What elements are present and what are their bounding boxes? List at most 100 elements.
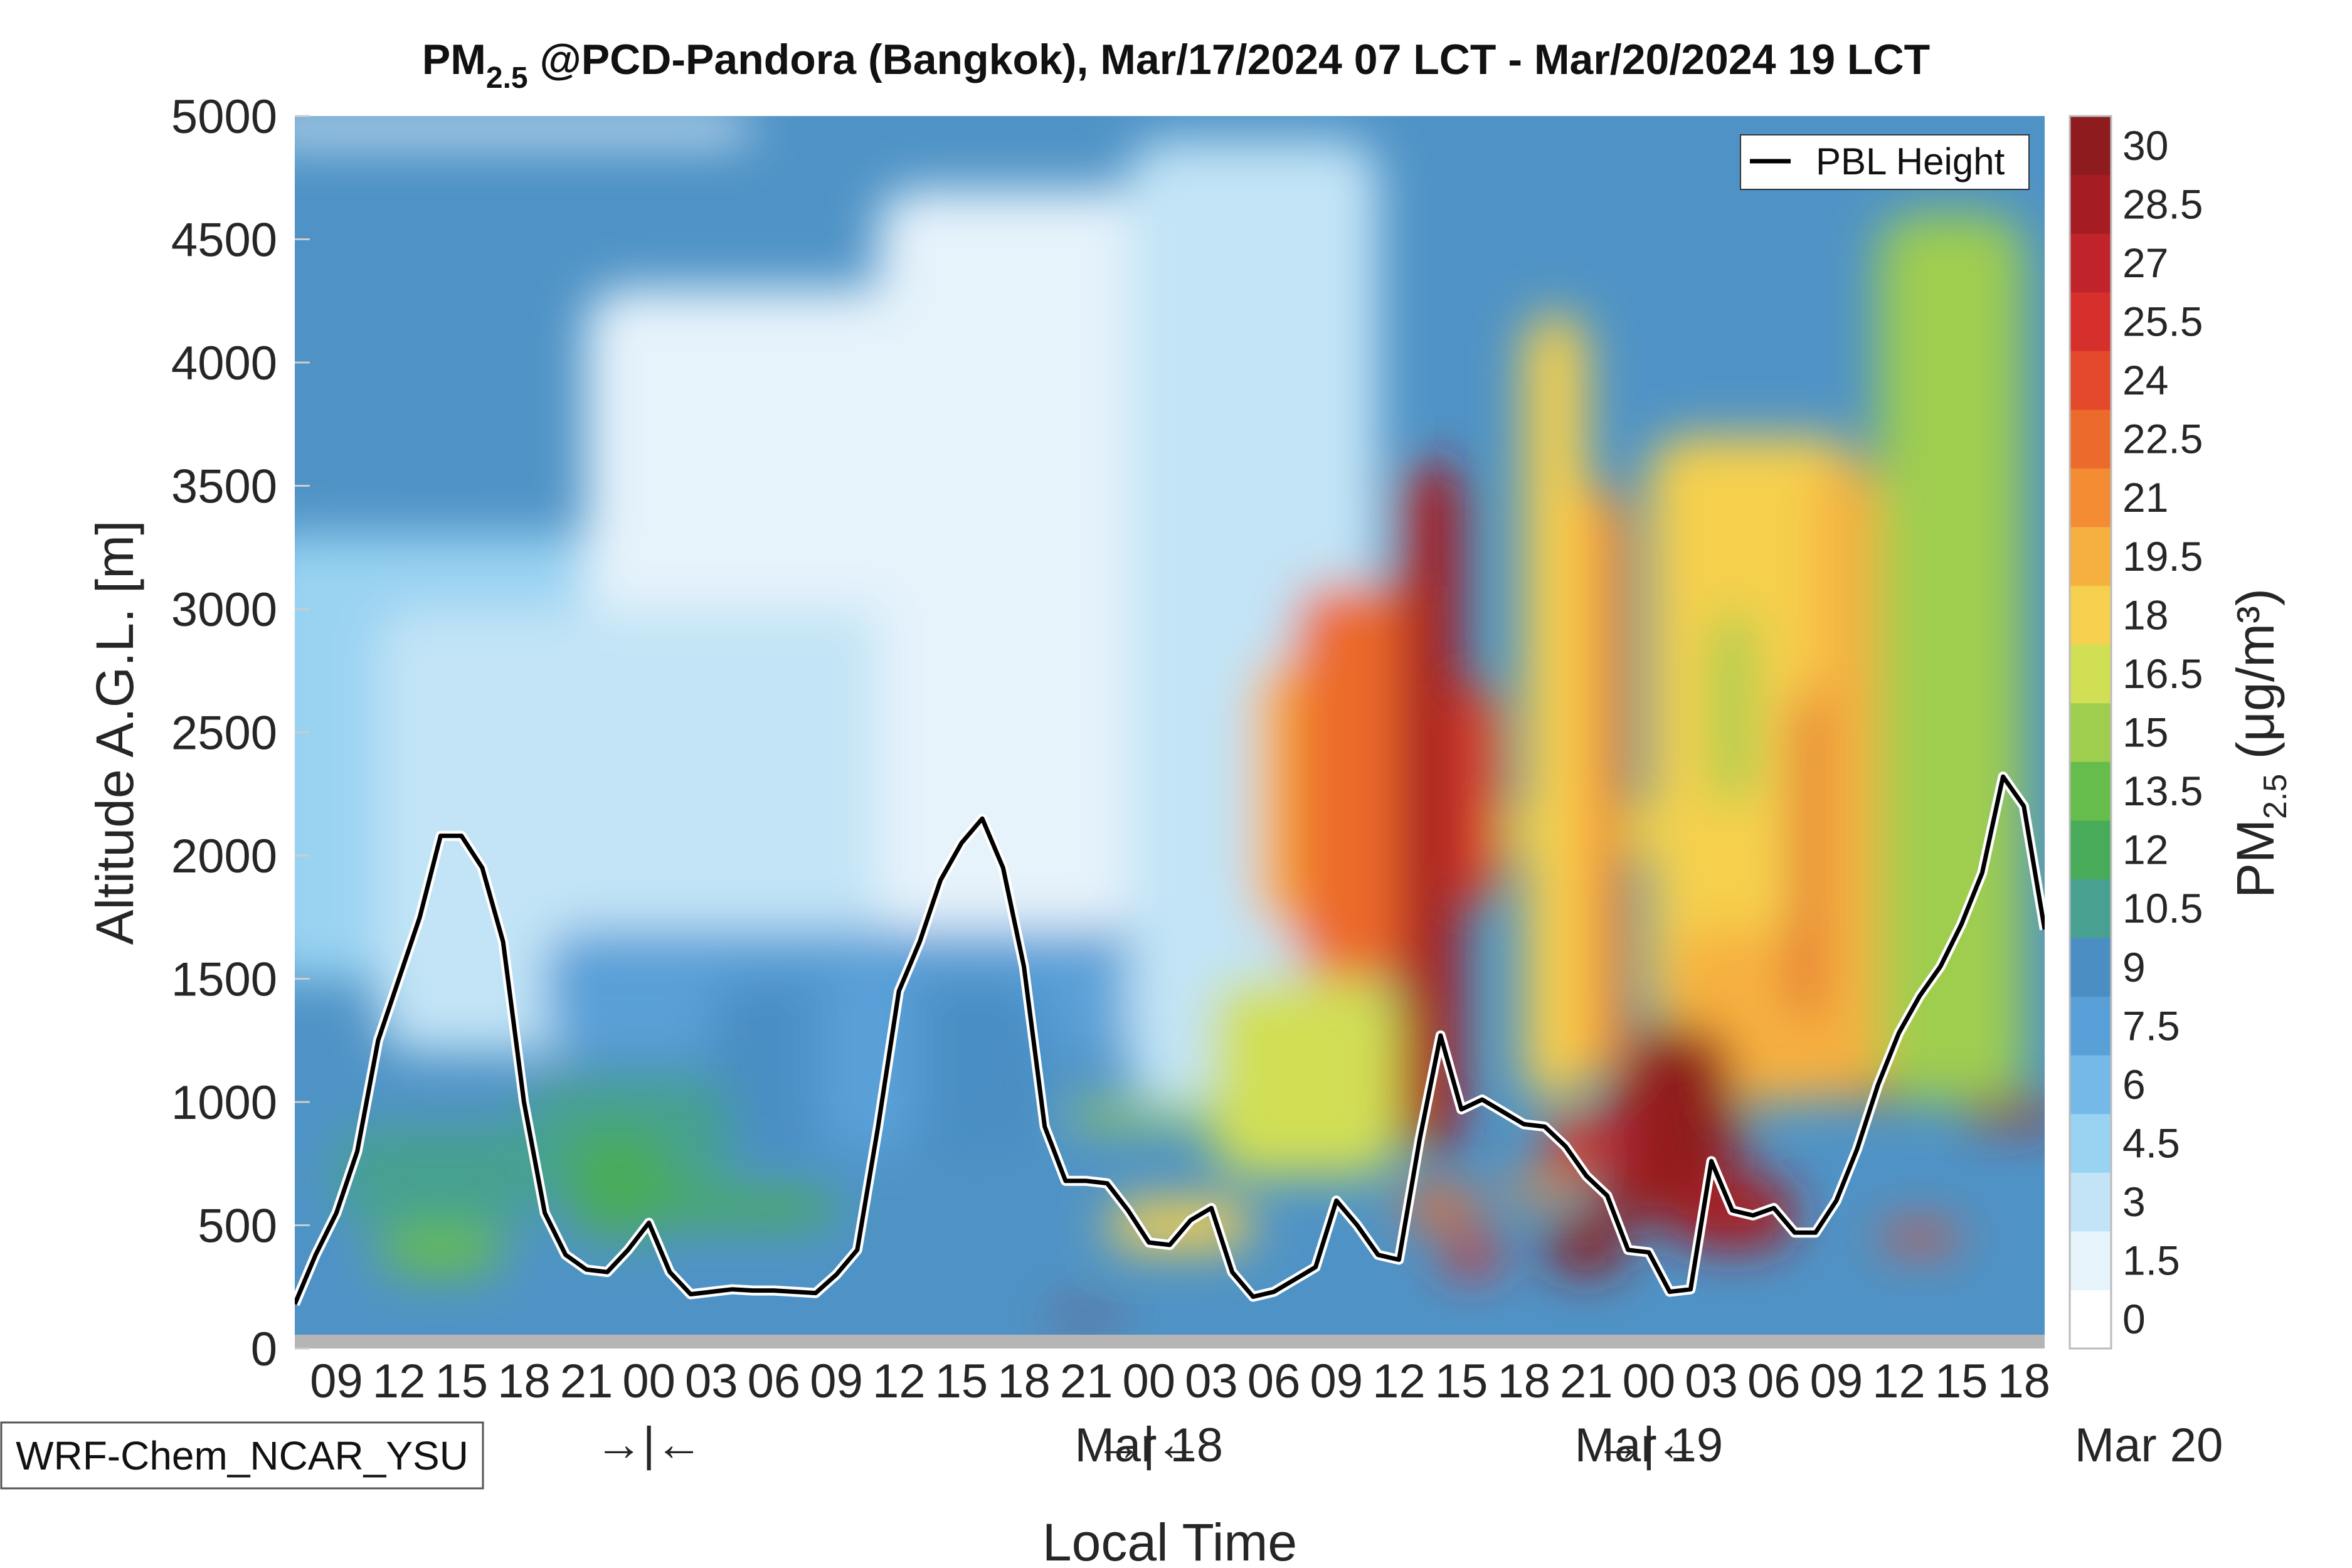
day-label: Mar 20 [2075,1419,2223,1472]
x-axis-ticks: 09 12 15 18 21 00 03 06 09 12 15 18 21 00 03 06 09 12 15 18… [310,1355,2050,1408]
contour-region [1878,1225,1962,1250]
y-tick-label: 4500 [171,214,277,267]
x-tick-label: 18 [497,1355,551,1408]
colorbar-swatch [2070,644,2111,704]
x-tick-label: 09 [310,1355,363,1408]
day-separator: →|← [595,1417,703,1471]
colorbar-swatch [2070,233,2111,293]
colorbar-swatch [2070,292,2111,351]
x-tick-label: 18 [1998,1355,2051,1408]
model-label-box: WRF-Chem_NCAR_YSU [0,1421,484,1490]
colorbar-swatch [2070,879,2111,938]
day-separator: →|← [1595,1417,1703,1471]
colorbar-tick-label: 12 [2122,827,2168,873]
colorbar: 0 1.5 3 4.5 6 7.5 9 10.5 12 13.5 15 16.5 18 19.5 21 22.… [2069,115,2203,1350]
contour-region [295,116,753,141]
y-tick-label: 2000 [171,830,277,883]
day-separator: →|← [1095,1417,1203,1471]
x-tick-label: 00 [1623,1355,1676,1408]
colorbar-label: PM2.5 (μg/m³) [2226,588,2294,898]
x-tick-label: 03 [685,1355,738,1408]
contour-region [1211,978,1399,1176]
contour-region [649,1188,837,1226]
colorbar-tick-label: 9 [2122,944,2146,990]
y-tick-label: 1000 [171,1076,277,1130]
x-tick-label: 00 [1123,1355,1176,1408]
colorbar-swatch [2070,116,2111,176]
colorbar-swatch [2070,409,2111,469]
colorbar-tick-label: 25.5 [2122,299,2203,345]
x-axis-label: Local Time [1042,1513,1297,1568]
x-tick-label: 21 [1060,1355,1113,1408]
x-tick-label: 09 [1310,1355,1363,1408]
chart-title: PM2.5 @PCD-Pandora (Bangkok), Mar/17/202… [422,36,1930,95]
y-axis-label: Altitude A.G.L. [m] [85,521,144,945]
colorbar-tick-label: 22.5 [2122,416,2203,462]
colorbar-tick-label: 10.5 [2122,885,2203,931]
x-tick-label: 12 [1372,1355,1426,1408]
x-tick-label: 15 [1935,1355,1988,1408]
contour-region [565,1126,670,1238]
colorbar-swatch [2070,174,2111,234]
x-tick-label: 21 [560,1355,613,1408]
contour-region [1711,609,1753,807]
x-tick-label: 00 [622,1355,675,1408]
y-tick-label: 1500 [171,953,277,1007]
plot-area [295,116,2045,1348]
x-tick-label: 18 [1497,1355,1550,1408]
colorbar-tick-label: 7.5 [2122,1002,2180,1049]
x-tick-label: 06 [748,1355,801,1408]
colorbar-tick-label: 0 [2122,1296,2146,1342]
contour-region [1544,1225,1628,1275]
y-tick-label: 500 [198,1200,277,1253]
legend-label: PBL Height [1816,140,2005,183]
day-labels: Mar 18 Mar 19 Mar 20 →|← →|← →|← [595,1417,2223,1472]
y-tick-label: 5000 [171,90,277,144]
x-tick-label: 09 [810,1355,863,1408]
contour-region [815,978,920,1152]
legend: PBL Height [1740,134,2030,190]
colorbar-tick-label: 19.5 [2122,533,2203,580]
colorbar-swatch [2070,1172,2111,1232]
contour-region [1544,1114,1608,1176]
colorbar-tick-label: 6 [2122,1061,2146,1108]
x-tick-label: 12 [373,1355,426,1408]
colorbar-tick-label: 27 [2122,240,2168,286]
day-label: Mar 19 [1575,1419,1724,1472]
x-tick-label: 21 [1560,1355,1613,1408]
x-tick-label: 03 [1685,1355,1738,1408]
colorbar-swatch [2070,938,2111,997]
contour-region [1440,1237,1503,1275]
ground-strip [295,1335,2045,1348]
colorbar-swatch [2070,996,2111,1056]
x-tick-label: 12 [872,1355,926,1408]
colorbar-tick-label: 1.5 [2122,1237,2180,1284]
pbl-line [295,774,2045,1305]
colorbar-swatch [2070,527,2111,586]
contour-region [1607,1077,1649,1226]
concentration-field [295,116,2045,1319]
colorbar-tick-label: 4.5 [2122,1120,2180,1167]
x-tick-label: 15 [1435,1355,1488,1408]
x-tick-label: 15 [935,1355,988,1408]
colorbar-swatch [2070,702,2111,762]
colorbar-tick-label: 24 [2122,357,2168,403]
colorbar-tick-label: 3 [2122,1179,2146,1225]
colorbar-swatch [2070,468,2111,527]
colorbar-swatch [2070,585,2111,645]
colorbar-tick-label: 18 [2122,591,2168,638]
contour-region [1523,313,1587,1102]
x-tick-label: 03 [1185,1355,1238,1408]
colorbar-swatch [2070,761,2111,821]
colorbar-swatch [2070,351,2111,410]
x-tick-label: 06 [1248,1355,1301,1408]
y-axis-ticks: 0 500 1000 1500 2000 2500 3000 3500 4000 4500 5000 [171,90,310,1376]
colorbar-tick-label: 30 [2122,122,2168,169]
contour-region [1503,1175,1587,1201]
contour-region [1399,1188,1483,1226]
x-tick-label: 15 [435,1355,488,1408]
colorbar-tick-label: 21 [2122,474,2168,521]
x-tick-label: 06 [1747,1355,1801,1408]
colorbar-swatch [2070,1290,2111,1349]
